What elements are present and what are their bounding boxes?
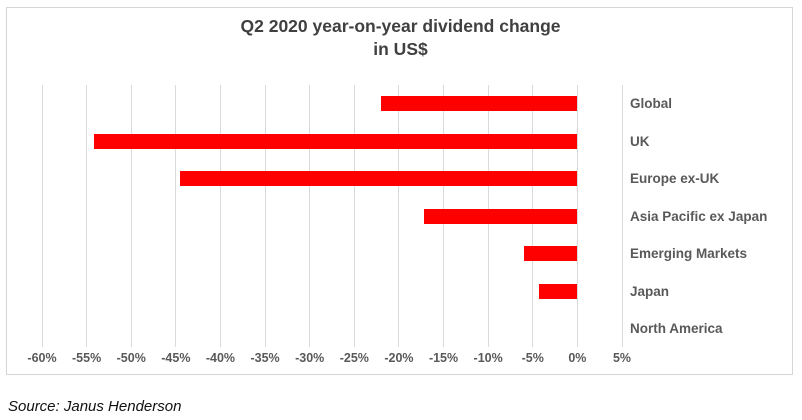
x-tick-label: -35% bbox=[250, 351, 280, 365]
source-text: Source: Janus Henderson bbox=[8, 398, 182, 415]
x-tick-label: -20% bbox=[384, 351, 414, 365]
x-tick-label: -40% bbox=[205, 351, 236, 365]
x-tick-label: -10% bbox=[473, 351, 503, 365]
category-label: Japan bbox=[630, 283, 670, 299]
x-tick-label: -5% bbox=[521, 351, 544, 365]
x-tick-label: 5% bbox=[612, 351, 632, 365]
figure-border bbox=[6, 7, 793, 375]
bar-emerging-markets bbox=[523, 246, 578, 261]
category-label: Emerging Markets bbox=[630, 246, 748, 261]
category-label: Global bbox=[630, 96, 673, 111]
x-tick-label: -45% bbox=[161, 351, 191, 365]
x-tick-label: -50% bbox=[116, 351, 146, 365]
x-tick-label: -30% bbox=[295, 351, 325, 365]
category-label: North America bbox=[630, 321, 723, 336]
gridline bbox=[264, 85, 266, 347]
gridline bbox=[576, 85, 578, 347]
category-label: UK bbox=[630, 133, 650, 149]
chart-title: Q2 2020 year-on-year dividend change in … bbox=[6, 15, 795, 61]
chart-title-line2: in US$ bbox=[373, 39, 428, 59]
category-label: Asia Pacific ex Japan bbox=[630, 208, 768, 224]
x-tick-label: -55% bbox=[72, 351, 102, 365]
chart-title-line1: Q2 2020 year-on-year dividend change bbox=[240, 16, 561, 36]
x-tick-label: -60% bbox=[27, 351, 57, 365]
x-tick-label: 0% bbox=[568, 351, 587, 365]
gridline bbox=[353, 85, 355, 347]
category-label: Europe ex-UK bbox=[630, 171, 720, 186]
gridline bbox=[398, 85, 400, 347]
gridline bbox=[219, 85, 221, 347]
bar-asia-pacific-ex-japan bbox=[423, 208, 578, 224]
gridline bbox=[175, 85, 177, 347]
bar-europe-ex-uk bbox=[180, 171, 578, 186]
bar-japan bbox=[539, 283, 578, 299]
x-tick-label: -15% bbox=[428, 351, 459, 365]
x-tick-label: -25% bbox=[339, 351, 369, 365]
gridline bbox=[621, 85, 623, 347]
gridline bbox=[130, 85, 132, 347]
gridline bbox=[309, 85, 311, 347]
gridline bbox=[86, 85, 88, 347]
bar-global bbox=[381, 96, 578, 111]
gridline bbox=[41, 85, 43, 347]
bar-uk bbox=[93, 133, 578, 149]
